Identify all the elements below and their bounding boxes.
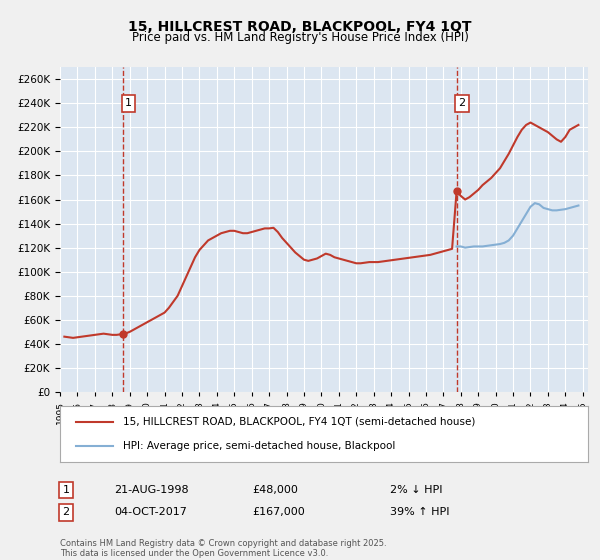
Text: 2: 2 bbox=[62, 507, 70, 517]
Text: 21-AUG-1998: 21-AUG-1998 bbox=[114, 485, 188, 495]
Text: 04-OCT-2017: 04-OCT-2017 bbox=[114, 507, 187, 517]
Text: 2% ↓ HPI: 2% ↓ HPI bbox=[390, 485, 443, 495]
Text: 1: 1 bbox=[62, 485, 70, 495]
Text: 15, HILLCREST ROAD, BLACKPOOL, FY4 1QT: 15, HILLCREST ROAD, BLACKPOOL, FY4 1QT bbox=[128, 20, 472, 34]
Text: HPI: Average price, semi-detached house, Blackpool: HPI: Average price, semi-detached house,… bbox=[124, 441, 396, 451]
Text: 2: 2 bbox=[458, 99, 466, 108]
Text: Price paid vs. HM Land Registry's House Price Index (HPI): Price paid vs. HM Land Registry's House … bbox=[131, 31, 469, 44]
Text: 15, HILLCREST ROAD, BLACKPOOL, FY4 1QT (semi-detached house): 15, HILLCREST ROAD, BLACKPOOL, FY4 1QT (… bbox=[124, 417, 476, 427]
Text: 1: 1 bbox=[125, 99, 132, 108]
Text: £167,000: £167,000 bbox=[252, 507, 305, 517]
Text: £48,000: £48,000 bbox=[252, 485, 298, 495]
Text: 39% ↑ HPI: 39% ↑ HPI bbox=[390, 507, 449, 517]
Text: Contains HM Land Registry data © Crown copyright and database right 2025.
This d: Contains HM Land Registry data © Crown c… bbox=[60, 539, 386, 558]
